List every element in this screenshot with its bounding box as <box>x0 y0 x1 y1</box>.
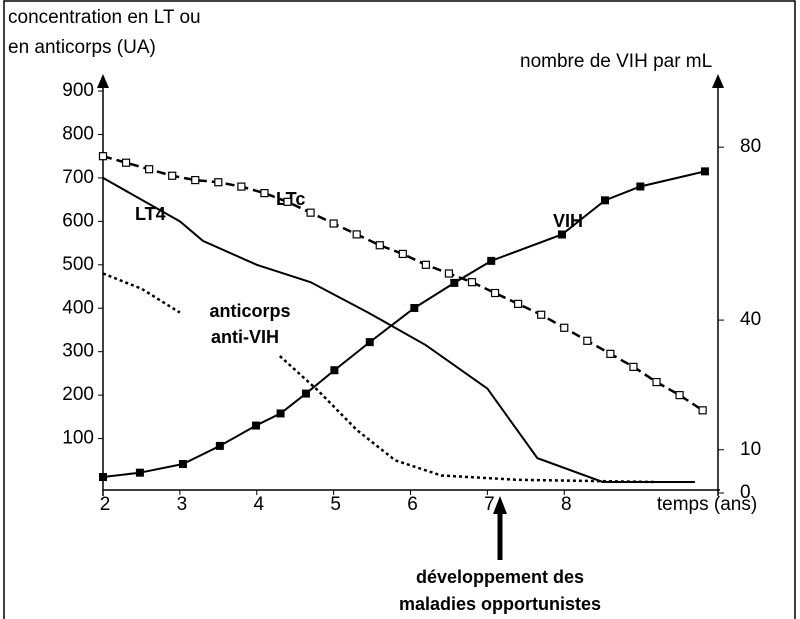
y-tick-label: 800 <box>62 123 94 144</box>
point <box>215 441 224 450</box>
point <box>178 460 187 469</box>
point <box>121 158 131 167</box>
point <box>375 241 384 250</box>
point <box>560 323 569 332</box>
point <box>330 366 339 375</box>
point <box>329 219 338 228</box>
y2-tick-label: 80 <box>740 136 761 157</box>
point <box>467 278 477 287</box>
annotation: VIH <box>553 211 583 231</box>
point <box>98 152 108 161</box>
point <box>260 189 269 198</box>
y2-tick-label: 10 <box>740 439 761 460</box>
x-tick-label: 4 <box>253 494 264 515</box>
point <box>99 473 107 482</box>
point <box>301 389 310 398</box>
point <box>251 421 260 430</box>
frame <box>3 0 796 619</box>
x-axis-title: temps (ans) <box>657 494 757 515</box>
point <box>700 167 709 176</box>
point <box>214 178 223 187</box>
y-axis-arrow <box>97 74 109 88</box>
point <box>629 362 638 371</box>
point <box>557 230 566 239</box>
point <box>537 310 546 319</box>
point <box>514 299 523 308</box>
point <box>168 171 177 180</box>
y-tick-label: 200 <box>62 384 94 405</box>
y-axis-title: en anticorps (UA) <box>8 37 156 58</box>
series-line <box>102 154 704 412</box>
point <box>600 196 609 205</box>
point <box>237 182 246 191</box>
annotation: développement des <box>416 567 584 587</box>
y-tick-label: 900 <box>62 80 94 101</box>
point <box>398 249 407 259</box>
point <box>283 197 292 206</box>
x-tick-label: 5 <box>330 494 341 515</box>
y-tick-label: 500 <box>62 254 94 275</box>
y2-tick-label: 0 <box>740 482 751 503</box>
x-tick-label: 7 <box>484 494 495 515</box>
x-tick-label: 6 <box>407 494 418 515</box>
point <box>636 182 645 191</box>
y-axis-title: concentration en LT ou <box>8 7 201 28</box>
point <box>606 349 615 358</box>
annotation: maladies opportunistes <box>399 594 601 614</box>
point <box>444 269 454 278</box>
point <box>352 230 361 239</box>
point <box>583 336 592 345</box>
point <box>410 303 419 312</box>
series-line <box>102 272 657 484</box>
y2-axis-title: nombre de VIH par mL <box>520 51 712 72</box>
point <box>652 377 661 387</box>
point <box>698 406 707 415</box>
series-line <box>102 170 706 478</box>
series-line <box>102 177 695 483</box>
point <box>365 338 374 347</box>
y-tick-label: 700 <box>62 167 94 188</box>
y-tick-label: 400 <box>62 297 94 318</box>
point <box>135 468 144 477</box>
point <box>450 278 459 287</box>
annotation: anticorps <box>209 301 290 321</box>
y-tick-label: 600 <box>62 210 94 231</box>
point <box>306 208 315 217</box>
x-tick-label: 8 <box>561 494 572 515</box>
point <box>675 391 684 400</box>
annotation: LT4 <box>135 204 166 224</box>
point <box>191 175 200 185</box>
y2-tick-label: 40 <box>740 309 761 330</box>
y2-axis-arrow <box>712 74 724 88</box>
event-arrow-head <box>493 496 507 514</box>
point <box>421 260 430 269</box>
annotation: anti-VIH <box>211 327 279 347</box>
point <box>490 288 500 298</box>
point <box>487 256 496 265</box>
y-tick-label: 300 <box>62 341 94 362</box>
x-tick-label: 2 <box>100 494 111 515</box>
y-tick-label: 100 <box>62 428 94 449</box>
point <box>276 409 285 418</box>
point <box>145 165 154 174</box>
x-tick-label: 3 <box>177 494 188 515</box>
